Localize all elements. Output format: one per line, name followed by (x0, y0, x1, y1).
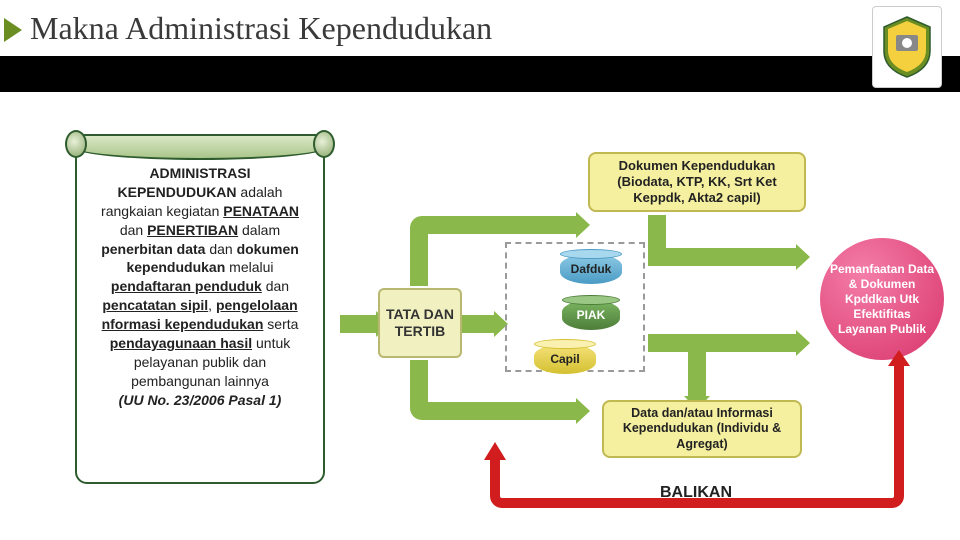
data-info-box: Data dan/atau Informasi Kependudukan (In… (602, 400, 802, 458)
scroll-top-decoration (73, 134, 327, 160)
definition-scroll: ADMINISTRASI KEPENDUDUKAN adalah rangkai… (75, 136, 325, 484)
arrow-input (340, 315, 378, 333)
definition-text: ADMINISTRASI KEPENDUDUKAN adalah rangkai… (75, 136, 325, 484)
piak-label: PIAK (577, 308, 606, 322)
arrow-up-h (428, 216, 578, 234)
scroll-curl-right-icon (313, 130, 335, 158)
tata-box: TATA DAN TERTIB (378, 288, 462, 358)
arrow-up-v (410, 216, 428, 286)
document-box: Dokumen Kependudukan (Biodata, KTP, KK, … (588, 152, 806, 212)
dafduk-label: Dafduk (571, 262, 612, 276)
feedback-arrow-right (894, 364, 904, 460)
arrow-out2 (648, 334, 798, 352)
arrow-down-h (428, 402, 578, 420)
regional-logo-icon (872, 6, 942, 88)
flow-diagram: TATA DAN TERTIB Dokumen Kependudukan (Bi… (340, 120, 950, 520)
cylinder-dafduk: Dafduk (560, 254, 622, 284)
pemanfaatan-circle: Pemanfaatan Data & Dokumen Kpddkan Utk E… (820, 238, 944, 360)
cylinder-capil: Capil (534, 344, 596, 374)
page-title: Makna Administrasi Kependudukan (30, 10, 492, 47)
arrow-out3 (688, 352, 706, 398)
arrow-out1 (648, 248, 798, 266)
balikan-label: BALIKAN (660, 484, 732, 502)
cylinder-piak: PIAK (562, 300, 620, 330)
arrow-down-v (410, 360, 428, 420)
scroll-curl-left-icon (65, 130, 87, 158)
capil-label: Capil (550, 352, 579, 366)
title-marker-icon (4, 18, 22, 42)
header-band (0, 56, 960, 92)
arrow-right (462, 315, 496, 333)
header: Makna Administrasi Kependudukan (0, 0, 960, 80)
